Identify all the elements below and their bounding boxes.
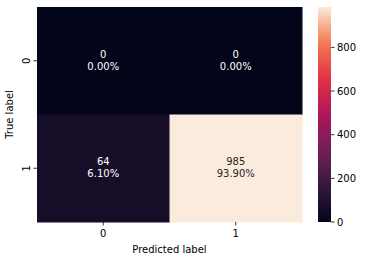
colorbar-tick — [331, 222, 335, 223]
colorbar-tick-label: 800 — [337, 42, 356, 53]
heatmap-cell — [170, 115, 303, 223]
colorbar-tick — [331, 178, 335, 179]
heatmap-cell — [170, 7, 303, 115]
heatmap-cell — [37, 7, 170, 115]
colorbar-tick-label: 600 — [337, 86, 356, 97]
y-tick — [34, 60, 38, 61]
colorbar-tick-label: 400 — [337, 129, 356, 140]
x-tick-label: 1 — [233, 228, 239, 239]
x-axis-label: Predicted label — [132, 244, 206, 255]
cell-labels: 00.00%00.00%646.10%98593.90% — [87, 49, 254, 180]
x-tick — [235, 222, 236, 226]
y-axis-label: True label — [4, 90, 15, 140]
colorbar-tick — [331, 91, 335, 92]
colorbar-tick — [331, 134, 335, 135]
cell-count: 0 — [233, 49, 239, 60]
y-tick-label: 0 — [21, 58, 32, 64]
cell-percent: 6.10% — [87, 168, 119, 179]
cell-count: 0 — [100, 49, 106, 60]
cell-percent: 0.00% — [87, 61, 119, 72]
cell-count: 985 — [226, 156, 245, 167]
colorbar — [318, 7, 331, 222]
x-tick-label: 0 — [100, 228, 106, 239]
y-tick — [34, 168, 38, 169]
colorbar-tick — [331, 47, 335, 48]
colorbar-tick-label: 200 — [337, 173, 356, 184]
y-tick-label: 1 — [21, 165, 32, 171]
heatmap-cell — [37, 115, 170, 223]
chart: 00.00%00.00%646.10%98593.90%0101Predicte… — [0, 0, 366, 262]
chart-root: 00.00%00.00%646.10%98593.90%0101Predicte… — [0, 0, 366, 262]
x-tick — [103, 222, 104, 226]
cells — [37, 7, 303, 223]
cell-count: 64 — [97, 156, 110, 167]
cell-percent: 0.00% — [220, 61, 252, 72]
colorbar-tick-label: 0 — [337, 217, 343, 228]
cell-percent: 93.90% — [217, 168, 255, 179]
